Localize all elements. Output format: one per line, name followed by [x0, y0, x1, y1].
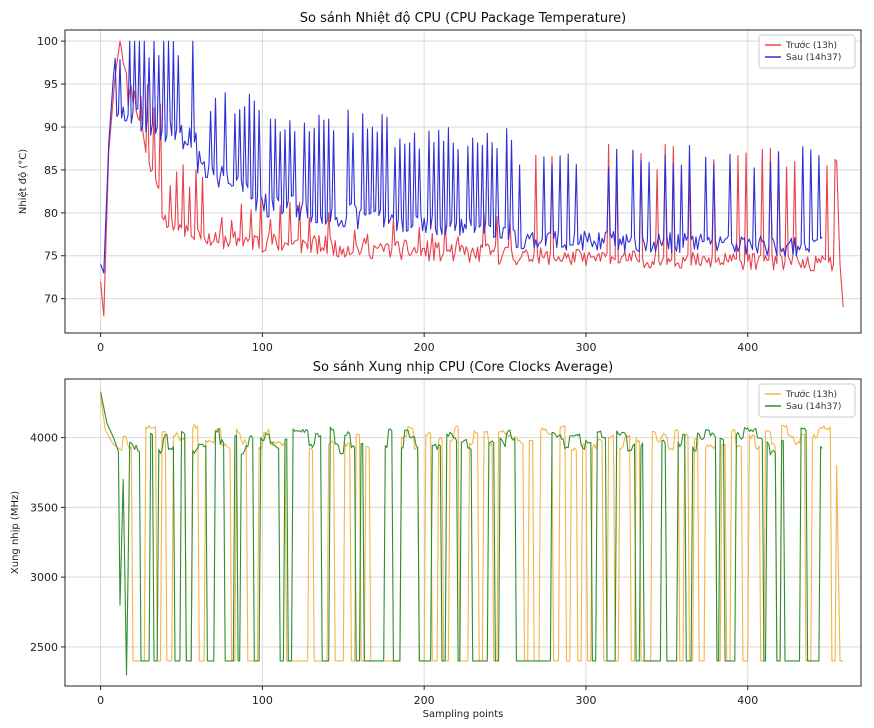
- series-line-2: [100, 391, 823, 676]
- y-tick-label: 100: [37, 35, 58, 48]
- y-tick-label: 80: [44, 207, 58, 220]
- series-line-2: [100, 40, 823, 274]
- y-axis-label: Xung nhịp (MHz): [10, 491, 21, 574]
- plot-frame: [64, 378, 862, 687]
- series-line-1: [100, 40, 844, 317]
- x-tick-label: 400: [737, 341, 758, 354]
- legend-box: [758, 383, 856, 418]
- y-tick-label: 70: [44, 293, 58, 306]
- chart-title: So sánh Xung nhịp CPU (Core Clocks Avera…: [313, 360, 613, 375]
- chart-panel-1: 0 100 200 300 400 70 75 80 85 90 95 100 So sánh Nhiệ…: [17, 11, 862, 354]
- chart-title: So sánh Nhiệt độ CPU (CPU Package Temper…: [300, 11, 626, 26]
- y-axis-label: Nhiệt độ (°C): [17, 149, 29, 214]
- plot-frame: [64, 29, 862, 334]
- legend-label: Trước (13h): [785, 40, 837, 51]
- legend: Trước (13h) Sau (14h37): [758, 383, 856, 418]
- y-tick-label: 85: [44, 164, 58, 177]
- x-tick-label: 300: [575, 341, 596, 354]
- x-tick-label: 400: [737, 694, 758, 707]
- y-tick-label: 75: [44, 250, 58, 263]
- y-tick-label: 3000: [30, 571, 58, 584]
- y-tick-label: 90: [44, 121, 58, 134]
- y-tick-label: 3500: [30, 501, 58, 514]
- y-tick-label: 95: [44, 78, 58, 91]
- x-tick-label: 100: [252, 341, 273, 354]
- legend-label: Sau (14h37): [786, 402, 841, 412]
- x-tick-label: 0: [97, 341, 104, 354]
- legend: Trước (13h) Sau (14h37): [758, 34, 856, 69]
- x-tick-label: 200: [414, 341, 435, 354]
- legend-label: Sau (14h37): [786, 53, 841, 63]
- y-tick-label: 4000: [30, 432, 58, 445]
- x-tick-label: 200: [414, 694, 435, 707]
- chart-panel-2: 0 100 200 300 400 2500 3000 3500 4000 So sánh Xun…: [10, 360, 862, 720]
- x-tick-label: 300: [575, 694, 596, 707]
- y-tick-label: 2500: [30, 641, 58, 654]
- legend-box: [758, 34, 856, 69]
- legend-label: Trước (13h): [785, 389, 837, 400]
- x-tick-label: 100: [252, 694, 273, 707]
- x-tick-label: 0: [97, 694, 104, 707]
- x-axis-label: Sampling points: [423, 709, 504, 720]
- series-line-1: [100, 395, 844, 662]
